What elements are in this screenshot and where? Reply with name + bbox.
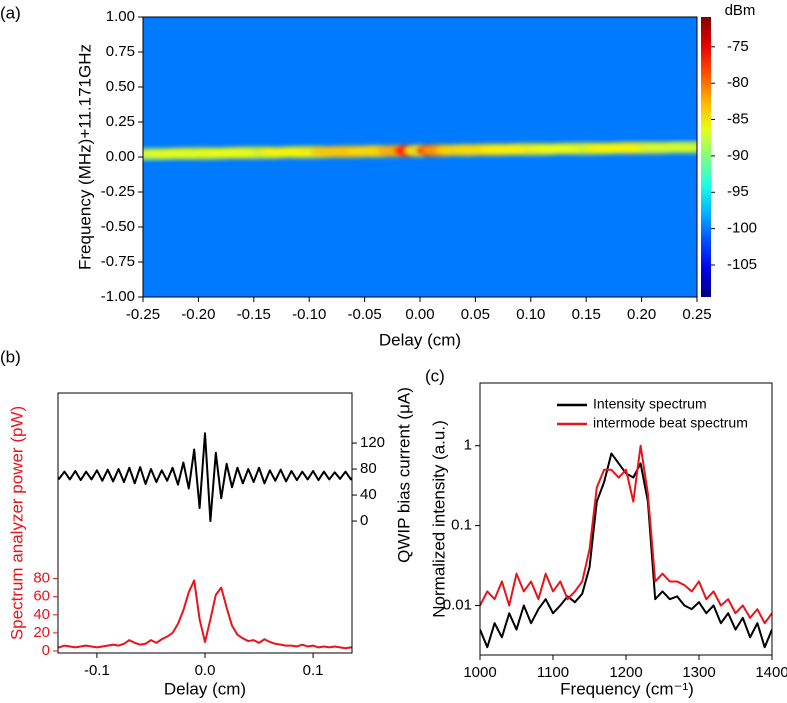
x-tick-label: -0.05 <box>347 306 381 323</box>
x-tick-label: 0.05 <box>461 306 490 323</box>
panel-label: (c) <box>425 366 445 385</box>
legend-label: Intensity spectrum <box>593 396 707 412</box>
plot-frame <box>57 392 353 654</box>
y-tick-label: 80 <box>360 460 377 477</box>
panel-label: (a) <box>0 3 21 22</box>
series-line <box>480 452 772 649</box>
y-tick-label: 60 <box>33 588 50 605</box>
y-tick-label: 80 <box>33 570 50 587</box>
y-axis-label: Frequency (MHz)+11.171GHz <box>75 44 94 270</box>
y-tick-label: 0.50 <box>106 78 135 95</box>
trace-segment <box>637 141 697 154</box>
x-tick-label: -0.20 <box>181 306 215 323</box>
y-tick-label: 0.1 <box>451 517 472 534</box>
y-tick-label: -0.75 <box>101 253 135 270</box>
x-tick-label: 0.0 <box>195 662 216 679</box>
x-tick-label: 0.00 <box>405 306 434 323</box>
x-tick-label: -0.1 <box>84 662 110 679</box>
y-tick-label: -0.50 <box>101 218 135 235</box>
y-axis-label: Normalized intensity (a.u.) <box>429 420 448 617</box>
y-tick-label: 20 <box>33 624 50 641</box>
x-tick-label: 0.15 <box>572 306 601 323</box>
legend-label: intermode beat spectrum <box>593 415 748 431</box>
y-tick-label: 40 <box>33 606 50 623</box>
y-tick-label: 1.00 <box>106 8 135 25</box>
x-axis-label: Frequency (cm⁻¹) <box>560 679 694 698</box>
plot-lines <box>58 432 352 650</box>
colorbar-tick-label: -85 <box>727 111 749 128</box>
y-tick-label: 0.01 <box>443 596 472 613</box>
x-tick-label: 1200 <box>609 664 642 681</box>
y-tick-label: -0.25 <box>101 183 135 200</box>
panel-label: (b) <box>0 347 21 366</box>
y-tick-label: 120 <box>360 434 385 451</box>
y2-axis-label: QWIP bias current (μA) <box>394 387 413 563</box>
x-axis-label: Delay (cm) <box>164 679 246 698</box>
x-tick-label: 0.25 <box>682 306 711 323</box>
y-tick-label: 0 <box>360 512 368 529</box>
colorbar-label: dBm <box>725 2 756 19</box>
plot-lines <box>480 444 772 649</box>
x-tick-label: -0.15 <box>237 306 271 323</box>
y-tick-label: 1 <box>464 437 472 454</box>
y-axis-label: Spectrum analyzer power (pW) <box>7 406 26 640</box>
series-line <box>480 444 772 625</box>
heatmap <box>143 17 697 297</box>
x-tick-label: 1100 <box>537 664 569 681</box>
x-tick-label: 1400 <box>755 664 787 681</box>
y-tick-label: 40 <box>360 486 377 503</box>
series-line <box>58 579 352 650</box>
series-line <box>58 432 352 523</box>
colorbar-tick-label: -105 <box>727 256 757 273</box>
x-tick-label: 0.10 <box>516 306 545 323</box>
x-tick-label: 1300 <box>682 664 715 681</box>
x-axis-label: Delay (cm) <box>379 330 461 349</box>
colorbar-tick-label: -95 <box>727 183 749 200</box>
y-tick-label: 0.75 <box>106 43 135 60</box>
x-tick-label: -0.25 <box>126 306 160 323</box>
x-tick-label: 0.20 <box>627 306 656 323</box>
colorbar-tick-label: -90 <box>727 147 749 164</box>
colorbar-tick-label: -80 <box>727 74 749 91</box>
colorbar <box>701 17 711 297</box>
y-tick-label: -1.00 <box>101 288 135 305</box>
x-tick-label: 0.1 <box>303 662 324 679</box>
colorbar-tick-label: -75 <box>727 38 749 55</box>
x-tick-label: -0.10 <box>292 306 326 323</box>
trace <box>143 141 697 161</box>
y-tick-label: 0 <box>42 642 50 659</box>
colorbar-tick-label: -100 <box>727 220 757 237</box>
x-tick-label: 1000 <box>463 664 496 681</box>
y-tick-label: 0.00 <box>106 148 135 165</box>
y-tick-label: 0.25 <box>106 113 135 130</box>
